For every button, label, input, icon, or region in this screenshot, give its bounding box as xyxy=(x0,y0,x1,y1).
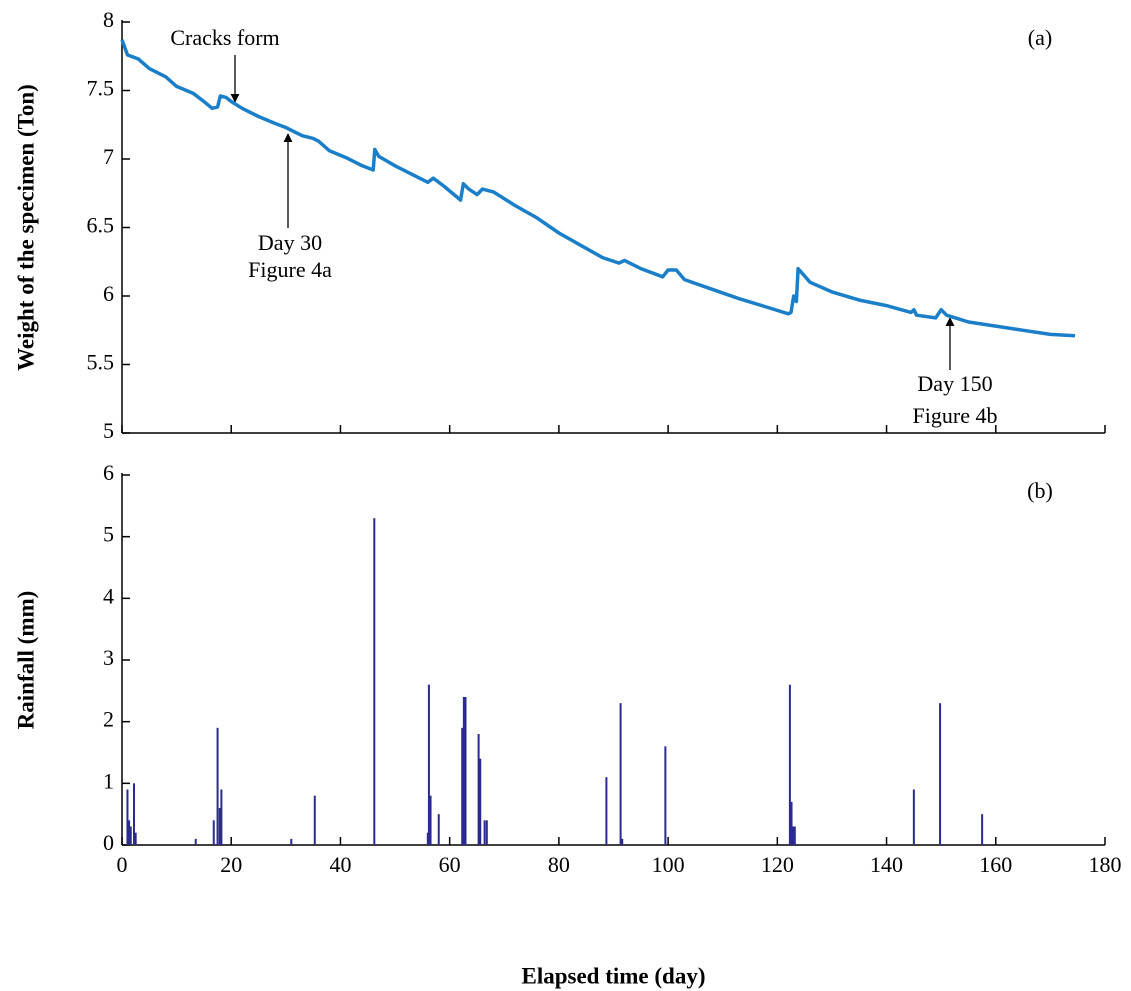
x-tick-label: 80 xyxy=(548,852,570,877)
rain-bar xyxy=(134,832,137,845)
rain-bar xyxy=(216,727,219,845)
rain-bar xyxy=(939,703,942,845)
x-tick-label: 160 xyxy=(979,852,1012,877)
x-tick-label: 100 xyxy=(652,852,685,877)
annotation: Day 150 xyxy=(917,371,992,396)
x-tick-label: 20 xyxy=(220,852,242,877)
rain-bar xyxy=(426,832,429,845)
rain-bar xyxy=(373,518,376,845)
y-axis-title: Weight of the specimen (Ton) xyxy=(13,84,38,371)
panel-label: (b) xyxy=(1027,478,1053,503)
rain-bar xyxy=(479,758,482,845)
rain-bar xyxy=(483,820,486,845)
rain-bar xyxy=(485,820,488,845)
y-tick-label: 1 xyxy=(103,768,114,793)
rain-bar xyxy=(437,814,440,845)
annotation: Day 30 xyxy=(258,230,322,255)
x-tick-label: 180 xyxy=(1089,852,1122,877)
rain-bar xyxy=(427,684,430,845)
y-tick-label: 6 xyxy=(103,460,114,485)
annotation: Figure 4a xyxy=(248,257,332,282)
rain-bar xyxy=(429,795,432,845)
rain-bar xyxy=(313,795,316,845)
y-tick-label: 5.5 xyxy=(87,350,115,375)
rain-bar xyxy=(664,746,667,845)
rain-bar xyxy=(126,789,129,845)
annotation: Figure 4b xyxy=(913,403,998,428)
rain-bar xyxy=(133,783,136,845)
rain-bar xyxy=(477,734,480,845)
rain-bar xyxy=(621,838,624,845)
rain-bar xyxy=(218,808,221,845)
y-tick-label: 6 xyxy=(103,281,114,306)
rain-bar xyxy=(790,801,793,845)
rain-bar xyxy=(464,697,467,845)
rain-bar xyxy=(461,727,464,845)
rain-bar xyxy=(619,703,622,845)
rain-bar xyxy=(290,838,293,845)
rain-bar xyxy=(129,826,132,845)
y-axis-title: Rainfall (mm) xyxy=(13,591,38,730)
y-tick-label: 7.5 xyxy=(87,76,115,101)
y-tick-label: 0 xyxy=(103,830,114,855)
annotation: Cracks form xyxy=(170,25,279,50)
rain-bar xyxy=(912,789,915,845)
rain-bar xyxy=(194,838,197,845)
rain-bar xyxy=(793,826,796,845)
panel-label: (a) xyxy=(1028,25,1052,50)
y-tick-label: 6.5 xyxy=(87,213,115,238)
x-tick-label: 40 xyxy=(329,852,351,877)
y-tick-label: 7 xyxy=(103,144,114,169)
x-tick-label: 140 xyxy=(870,852,903,877)
rain-bar xyxy=(605,777,608,845)
x-tick-label: 0 xyxy=(117,852,128,877)
y-tick-label: 5 xyxy=(103,522,114,547)
rain-bar xyxy=(981,814,984,845)
y-tick-label: 8 xyxy=(103,7,114,32)
weight-line xyxy=(120,39,1076,338)
y-tick-label: 4 xyxy=(103,583,114,608)
y-tick-label: 5 xyxy=(103,418,114,443)
rain-bar xyxy=(792,826,795,845)
rain-bar xyxy=(220,789,223,845)
y-tick-label: 3 xyxy=(103,645,114,670)
rain-bar xyxy=(462,697,465,845)
rain-bar xyxy=(128,820,131,845)
x-axis-title: Elapsed time (day) xyxy=(522,963,706,988)
y-tick-label: 2 xyxy=(103,707,114,732)
x-tick-label: 60 xyxy=(439,852,461,877)
rain-bar xyxy=(788,684,791,845)
x-tick-label: 120 xyxy=(761,852,794,877)
rain-bar xyxy=(212,820,215,845)
